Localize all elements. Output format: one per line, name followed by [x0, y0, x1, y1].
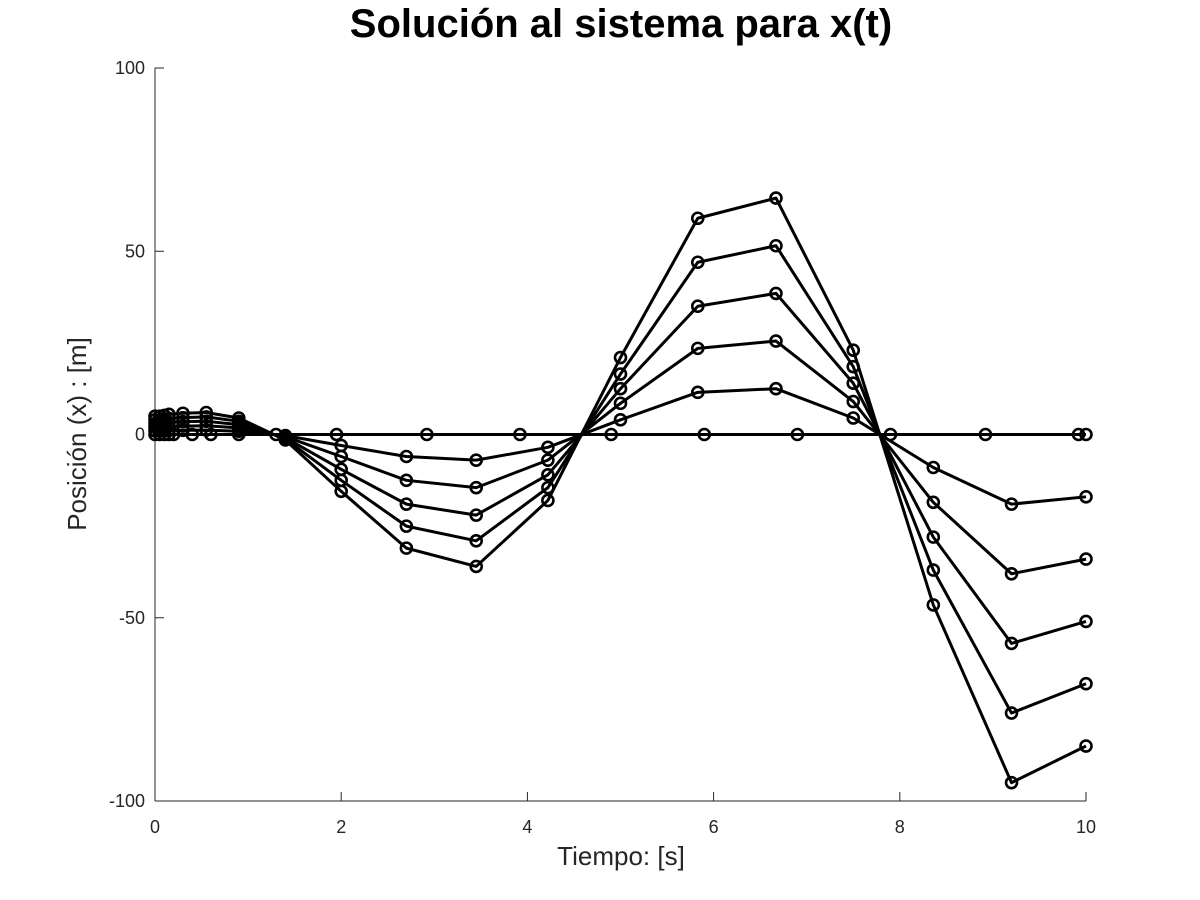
data-point: [399, 449, 414, 464]
data-point: [231, 427, 246, 442]
data-point: [1079, 739, 1093, 753]
data-point: [846, 376, 861, 390]
data-point: [399, 497, 414, 511]
data-point: [926, 460, 941, 475]
data-point: [846, 394, 861, 409]
x-tick-label: 6: [709, 817, 719, 837]
data-point: [1079, 427, 1093, 442]
data-point: [334, 438, 349, 453]
data-point: [185, 427, 200, 442]
data-point: [204, 427, 218, 442]
data-point: [769, 286, 783, 301]
x-tick-label: 10: [1076, 817, 1096, 837]
data-point: [1004, 775, 1019, 790]
data-point: [1004, 636, 1019, 651]
data-point: [152, 427, 167, 442]
data-point: [399, 519, 414, 533]
data-point: [926, 598, 941, 612]
data-point: [1079, 676, 1093, 691]
y-tick-label: -100: [109, 791, 145, 811]
y-tick-label: 100: [115, 58, 145, 78]
data-point: [846, 343, 861, 358]
data-point: [469, 480, 484, 495]
x-axis-title: Tiempo: [s]: [557, 841, 685, 871]
data-point: [846, 411, 861, 425]
series-line: [155, 196, 1087, 785]
series-layer: [148, 191, 1093, 790]
data-point: [269, 427, 283, 442]
x-tick-label: 0: [150, 817, 160, 837]
ticks: 0 2 4 6 8 10 100 50 0 -50 -100: [109, 58, 1096, 837]
chart-title: Solución al sistema para x(t): [350, 2, 892, 46]
data-point: [769, 381, 783, 396]
x-tick-label: 8: [895, 817, 905, 837]
data-point: [769, 238, 783, 253]
data-point: [690, 211, 705, 226]
data-point: [690, 299, 705, 314]
data-point: [1071, 427, 1086, 442]
data-point: [469, 533, 484, 548]
data-point: [926, 495, 941, 510]
series-6: [148, 427, 1093, 442]
data-point: [613, 381, 628, 396]
data-point: [166, 427, 181, 442]
data-point: [469, 559, 484, 574]
series-line: [155, 244, 1087, 715]
x-tick-label: 2: [336, 817, 346, 837]
data-point: [148, 427, 162, 442]
series-3: [148, 286, 1093, 651]
x-tick-label: 4: [522, 817, 532, 837]
data-point: [690, 255, 705, 270]
data-point: [399, 541, 414, 555]
data-point: [162, 427, 176, 442]
data-point: [399, 473, 414, 488]
data-point: [513, 427, 527, 442]
data-point: [690, 385, 705, 400]
y-axis-title: Posición (x) : [m]: [62, 337, 92, 531]
data-point: [541, 480, 555, 495]
y-tick-label: -50: [119, 608, 145, 628]
y-tick-label: 50: [125, 241, 145, 261]
data-point: [613, 350, 628, 365]
data-point: [541, 453, 555, 467]
data-point: [469, 453, 484, 467]
data-point: [883, 427, 898, 442]
data-point: [978, 427, 993, 442]
data-point: [469, 508, 484, 522]
data-point: [541, 468, 555, 482]
data-point: [1004, 497, 1019, 511]
data-point: [541, 493, 555, 508]
series-1: [148, 191, 1093, 790]
data-point: [690, 341, 705, 356]
data-point: [769, 191, 783, 205]
data-point: [1004, 566, 1019, 581]
data-point: [420, 427, 434, 442]
y-tick-label: 0: [135, 425, 145, 445]
data-point: [613, 396, 628, 411]
data-point: [1079, 614, 1093, 629]
data-point: [613, 367, 628, 381]
data-point: [157, 427, 172, 442]
data-point: [334, 462, 349, 477]
data-point: [926, 530, 941, 544]
data-point: [329, 427, 344, 442]
data-point: [613, 413, 628, 427]
data-point: [790, 427, 805, 442]
data-point: [541, 440, 555, 455]
data-point: [604, 427, 618, 442]
data-point: [846, 359, 861, 374]
data-point: [697, 427, 712, 442]
data-point: [769, 334, 783, 348]
data-point: [1004, 706, 1019, 720]
data-point: [1079, 490, 1093, 504]
data-point: [1079, 552, 1093, 566]
data-point: [926, 563, 941, 577]
